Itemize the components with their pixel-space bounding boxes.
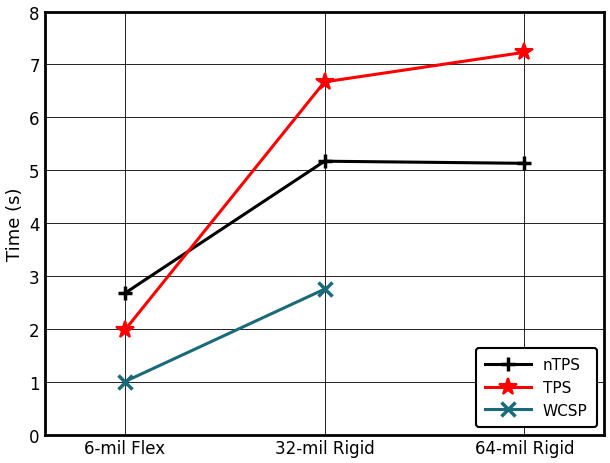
Line: nTPS: nTPS bbox=[118, 155, 531, 300]
nTPS bbox=[121, 291, 128, 296]
Y-axis label: Time (s): Time (s) bbox=[5, 187, 24, 260]
Line: TPS: TPS bbox=[115, 44, 534, 340]
Line: WCSP: WCSP bbox=[118, 282, 331, 389]
TPS bbox=[521, 50, 528, 56]
Legend: nTPS, TPS, WCSP: nTPS, TPS, WCSP bbox=[476, 349, 597, 427]
nTPS bbox=[521, 161, 528, 167]
TPS bbox=[321, 80, 328, 86]
TPS bbox=[121, 328, 128, 333]
nTPS bbox=[321, 159, 328, 165]
WCSP bbox=[321, 287, 328, 292]
WCSP bbox=[121, 379, 128, 385]
